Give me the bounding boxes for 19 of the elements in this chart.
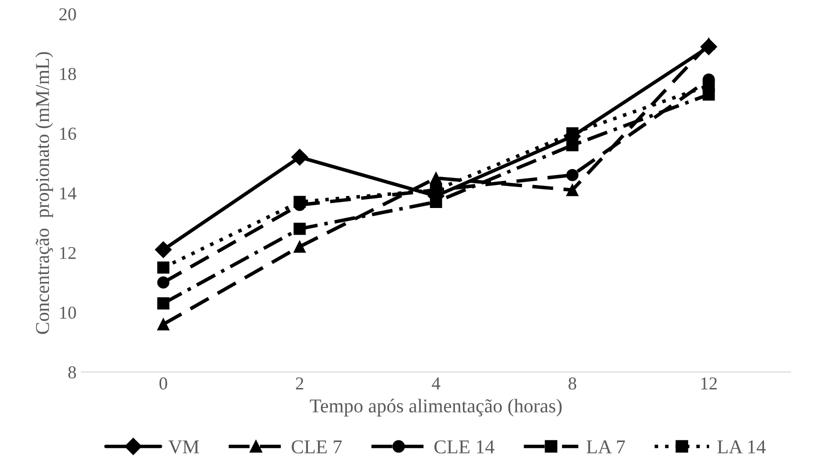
legend-label: LA 14: [717, 440, 766, 454]
x-tick-label: 0: [159, 377, 168, 390]
y-tick-label: 18: [60, 68, 76, 80]
y-axis-title: Concentração propionato (mM/mL): [35, 52, 54, 334]
y-tick-label: 20: [59, 8, 76, 20]
legend-label: CLE 7: [292, 440, 342, 454]
x-tick-label: 2: [296, 377, 304, 390]
legend-label: LA 7: [586, 440, 625, 454]
y-tick-label: 10: [60, 306, 76, 319]
legend-label: VM: [168, 440, 199, 454]
y-tick-label: 16: [60, 128, 76, 140]
x-axis-title: Tempo após alimentação (horas): [310, 398, 562, 416]
y-tick-label: 8: [68, 366, 76, 378]
legend-label: CLE 14: [434, 440, 494, 454]
x-tick-label: 12: [701, 377, 717, 390]
x-tick-label: 8: [568, 377, 576, 390]
x-tick-label: 4: [432, 378, 440, 390]
y-tick-label: 12: [60, 246, 76, 259]
y-tick-label: 14: [60, 187, 76, 200]
